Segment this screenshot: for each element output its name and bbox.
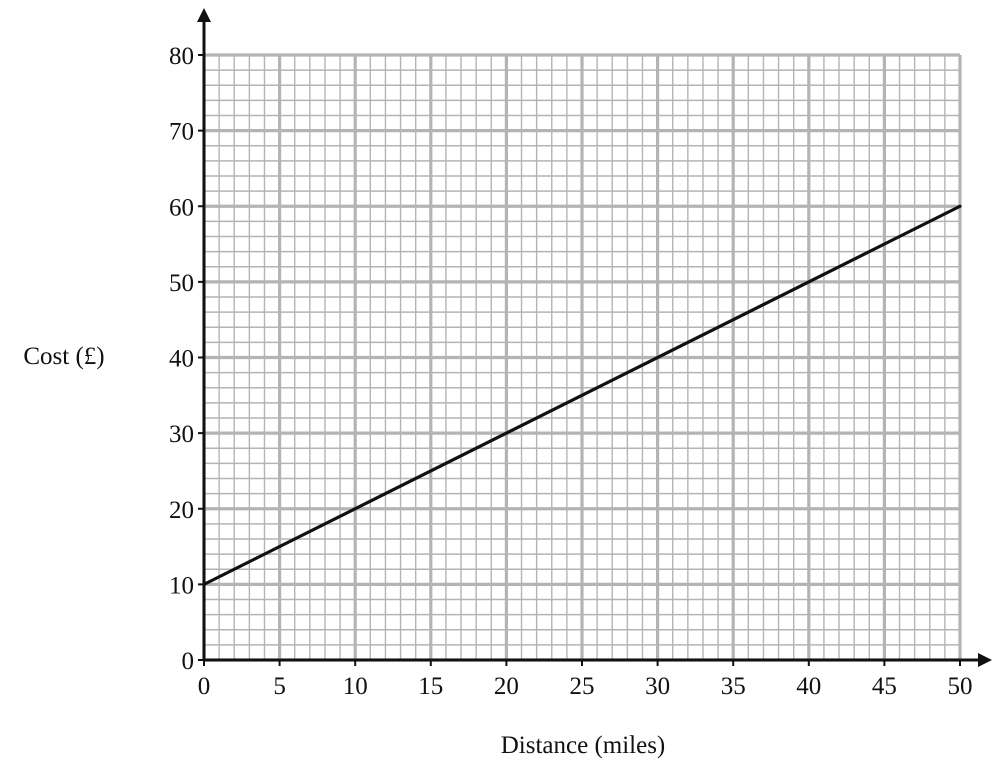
series-line-0	[202, 204, 962, 586]
x-tick-label: 25	[570, 673, 595, 700]
y-tick-label: 60	[169, 194, 194, 221]
y-tick-label: 40	[169, 346, 194, 373]
axes	[197, 8, 992, 667]
y-tick-label: 80	[169, 43, 194, 70]
y-axis-title: Cost (£)	[23, 343, 104, 370]
x-tick-label: 15	[418, 673, 443, 700]
x-tick-label: 0	[198, 673, 211, 700]
x-tick-label: 40	[796, 673, 821, 700]
grid	[202, 53, 962, 662]
data-series	[202, 204, 962, 586]
x-tick-label: 45	[872, 673, 897, 700]
y-tick-label: 50	[169, 270, 194, 297]
x-axis-arrow-icon	[978, 653, 992, 667]
y-tick-label: 70	[169, 119, 194, 146]
y-tick-label: 0	[182, 648, 195, 675]
y-tick-label: 10	[169, 572, 194, 599]
x-tick-label: 35	[721, 673, 746, 700]
x-axis-title: Distance (miles)	[501, 732, 666, 759]
x-tick-label: 20	[494, 673, 519, 700]
y-axis-arrow-icon	[197, 8, 211, 22]
x-tick-label: 30	[645, 673, 670, 700]
tick-labels: 0 5 10 15 20 25 30 35 40 45 50 0 10 20 30 40 50 60 70 80	[169, 43, 973, 700]
x-tick-label: 50	[948, 673, 973, 700]
x-tick-label: 10	[343, 673, 368, 700]
x-tick-label: 5	[273, 673, 286, 700]
y-tick-label: 30	[169, 421, 194, 448]
y-tick-label: 20	[169, 497, 194, 524]
